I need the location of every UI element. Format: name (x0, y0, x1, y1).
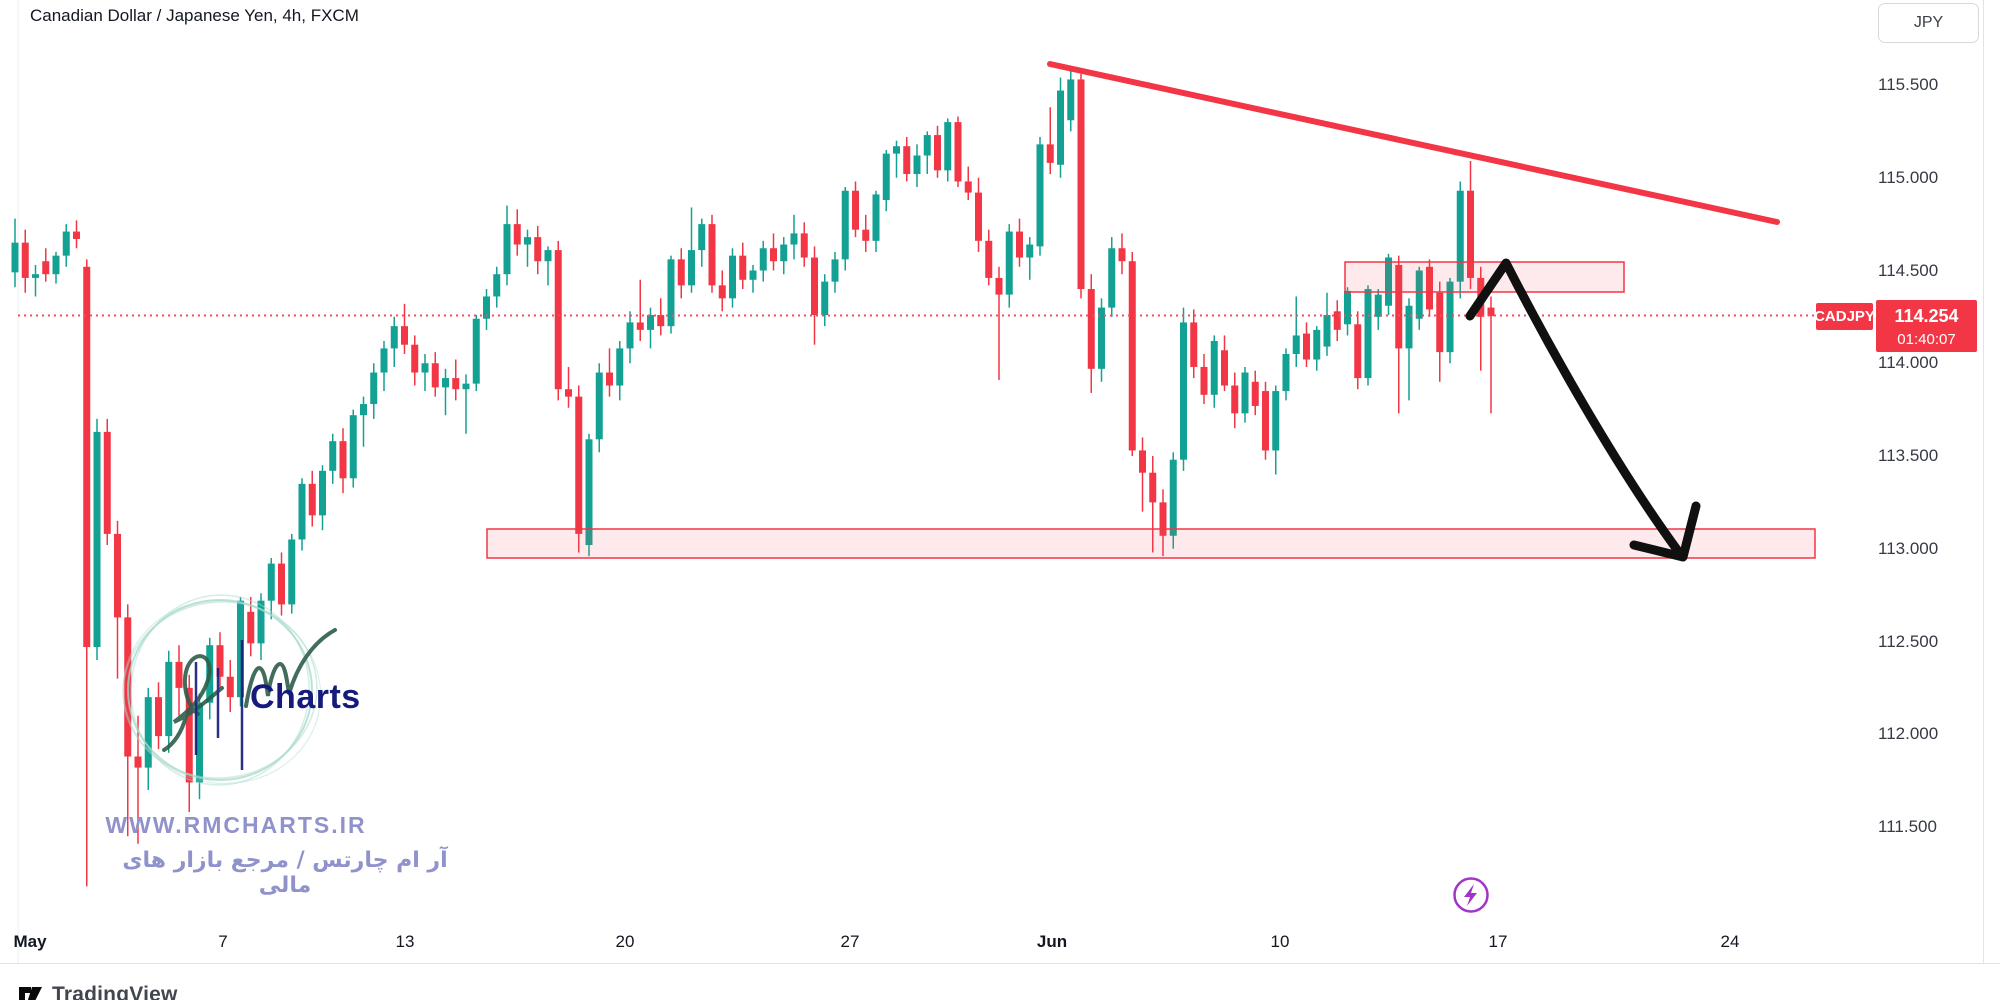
watermark-persian-text: آر ام چارتس / مرجع بازار های مالی (122, 848, 448, 898)
currency-unit-button[interactable]: JPY (1878, 3, 1979, 43)
tradingview-logo-icon (19, 987, 42, 1000)
time-axis-label: 10 (1270, 932, 1290, 951)
bar-countdown: 01:40:07 (1897, 331, 1956, 349)
time-axis-label: 13 (395, 932, 415, 951)
descending-trendline[interactable] (1047, 61, 1780, 225)
price-axis-label: 114.000 (1878, 353, 1939, 373)
price-axis-label: 113.000 (1878, 538, 1939, 558)
last-price-value: 114.254 (1894, 306, 1959, 326)
price-axis-label: 114.500 (1878, 260, 1939, 280)
time-axis-label: 24 (1720, 932, 1740, 951)
candlestick-chart-canvas[interactable] (0, 0, 2000, 963)
symbol-title[interactable]: Canadian Dollar / Japanese Yen, 4h, FXCM (30, 6, 359, 25)
price-axis-label: 115.500 (1878, 75, 1939, 94)
price-axis-label: 112.500 (1878, 631, 1939, 651)
rm-charts-watermark (122, 594, 337, 786)
tradingview-logo-text: TradingView (52, 983, 178, 1000)
time-axis-separator (0, 963, 2000, 964)
time-axis-label: 20 (615, 932, 635, 951)
rm-monogram (162, 628, 337, 752)
watermark-charts-label: Charts (250, 678, 361, 716)
watermark-circle-sketch (122, 594, 322, 786)
lightning-idea-marker[interactable] (1453, 877, 1489, 913)
time-axis-label: 27 (840, 932, 860, 951)
time-axis-label: May (13, 932, 47, 951)
price-axis-separator (1983, 0, 1984, 963)
time-axis-label: 17 (1488, 932, 1508, 951)
last-price-label: 114.254 01:40:07 (1876, 300, 1977, 352)
time-axis-label: Jun (1036, 932, 1068, 951)
price-line-symbol-tag: CADJPY (1814, 303, 1875, 330)
monogram-candle-bars (194, 640, 244, 770)
time-axis-label: 7 (218, 932, 228, 951)
lightning-bolt-icon (1464, 884, 1477, 906)
price-axis-label: 111.500 (1878, 817, 1937, 836)
price-axis-label: 112.000 (1878, 724, 1939, 744)
tradingview-attribution[interactable]: TradingView (18, 982, 178, 1000)
support-zone-box[interactable] (486, 528, 1816, 559)
price-axis-label: 115.000 (1878, 167, 1939, 187)
candles-layer (11, 70, 1495, 887)
analysis-drawings[interactable] (18, 61, 1816, 913)
watermark-url: WWW.RMCHARTS.IR (105, 812, 367, 838)
price-axis-label: 113.500 (1878, 446, 1939, 465)
projection-arrow[interactable] (1465, 258, 1701, 562)
